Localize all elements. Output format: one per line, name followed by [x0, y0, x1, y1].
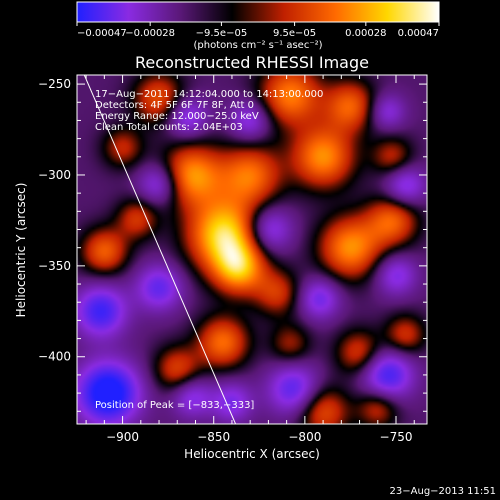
colorbar-tick-label: 0.00028 [345, 28, 386, 39]
annotations: 17−Aug−2011 14:12:04.000 to 14:13:00.000… [95, 89, 323, 411]
annotation-peak-position: Position of Peak = [−833,−333] [95, 400, 254, 411]
colorbar-tick-label: −0.00028 [125, 28, 175, 39]
colorbar-tick-label: −9.5e−05 [196, 28, 248, 39]
y-axis-label: Heliocentric Y (arcsec) [14, 183, 28, 318]
heatmap-raster [77, 75, 427, 424]
y-tick-label: −400 [38, 350, 71, 364]
x-tick-label: −900 [106, 430, 139, 444]
y-tick-label: −350 [38, 259, 71, 273]
annotation-energy-range: Energy Range: 12.000−25.0 keV [95, 111, 259, 122]
plot-area: 17−Aug−2011 14:12:04.000 to 14:13:00.000… [38, 74, 428, 444]
x-tick-label: −850 [197, 430, 230, 444]
y-tick-label: −300 [38, 168, 71, 182]
x-tick-label: −800 [288, 430, 321, 444]
axis-ticks: −900 −850 −800 −750 −400 −350 −300 −250 [38, 75, 427, 444]
annotation-clean-counts: Clean Total counts: 2.04E+03 [95, 122, 243, 133]
colorbar-tick-label: −0.00047 [77, 28, 127, 39]
colorbar-ticks: −0.00047−0.00028 −9.5e−05 9.5e−05 0.00028 0.… [76, 22, 440, 39]
heatmap-image [77, 75, 427, 424]
plot-frame [76, 74, 428, 425]
y-tick-label: −250 [38, 77, 71, 91]
colorbar-tick-label: 9.5e−05 [273, 28, 316, 39]
colorbar-tick-label: 0.00047 [398, 28, 439, 39]
limb-line [83, 75, 237, 424]
x-tick-label: −750 [380, 430, 413, 444]
date-stamp: 23−Aug−2013 11:51 [390, 486, 496, 497]
colorbar: −0.00047−0.00028 −9.5e−05 9.5e−05 0.00028 0.… [76, 1, 440, 51]
colorbar-gradient [76, 1, 440, 23]
x-axis-label: Heliocentric X (arcsec) [184, 447, 320, 461]
chart-title: Reconstructed RHESSI Image [135, 53, 369, 72]
annotation-time-range: 17−Aug−2011 14:12:04.000 to 14:13:00.000 [95, 89, 323, 100]
colorbar-units-label: (photons cm⁻² s⁻¹ asec⁻²) [193, 40, 322, 51]
annotation-detectors: Detectors: 4F 5F 6F 7F 8F, Att 0 [95, 100, 254, 111]
